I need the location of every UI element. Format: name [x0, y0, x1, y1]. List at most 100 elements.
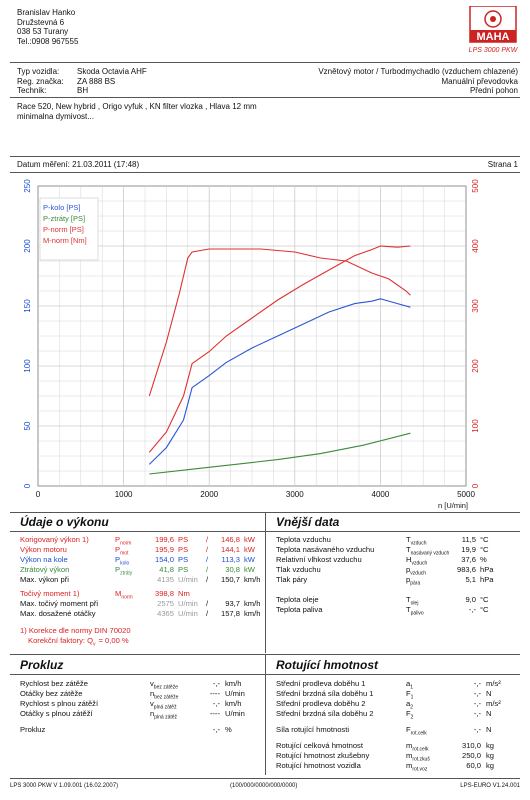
row-symbol: Pnorm — [115, 535, 150, 549]
notes: Race 520, New hybrid , Origo vyfuk , KN … — [17, 102, 257, 121]
data-row: Teplota oleje Tolej 9,0 °C — [276, 595, 516, 607]
x-tick-label: 0 — [36, 490, 41, 499]
row-symbol: vplná zátěž — [150, 699, 177, 713]
performance-row: Korigovaný výkon 1) Pnorm 199,6 PS / 146,8 kW — [20, 535, 255, 547]
value-1: 4365 — [157, 609, 174, 618]
performance-row: Výkon motoru Pmot 195,9 PS / 144,1 kW — [20, 545, 255, 557]
row-label: Střední brzdná síla doběhu 1 — [276, 689, 374, 698]
row-value: -,- — [212, 679, 220, 688]
row-unit: N — [486, 725, 492, 734]
unit-2: kW — [244, 545, 255, 554]
performance-row: Výkon na kole Pkolo 154,0 PS / 113,3 kW — [20, 555, 255, 567]
data-row: Relativní vlhkost vzduchu Hvzduch 37,6% — [276, 555, 516, 567]
series-line-1 — [148, 298, 411, 465]
separator: / — [206, 565, 209, 574]
row-symbol: ppára — [406, 575, 420, 589]
y-left-tick-label: 250 — [23, 179, 32, 193]
value-2: 144,1 — [220, 545, 240, 554]
unit-2: kW — [244, 555, 255, 564]
row-label: Max. točivý moment při — [20, 599, 99, 608]
row-label: Teplota vzduchu — [276, 535, 331, 544]
row-symbol: F2 — [406, 709, 413, 723]
page-number: Strana 1 — [487, 160, 518, 169]
value-1: 154,0 — [154, 555, 174, 564]
separator: / — [206, 555, 209, 564]
row-symbol: F1 — [406, 689, 413, 703]
unit-2: km/h — [244, 599, 261, 608]
row-value: 5,1 — [465, 575, 476, 584]
legend-entry: P-ztráty [PS] — [43, 214, 85, 223]
section-performance: Údaje o výkonu Korigovaný výkon 1) Pnorm 1… — [10, 513, 266, 653]
value-1: 41,8 — [159, 565, 174, 574]
row-unit: °C — [480, 535, 489, 544]
section-title: Vnější data — [276, 515, 340, 529]
row-label: Síla rotující hmotnosti — [276, 725, 350, 734]
series-line-3 — [148, 245, 411, 453]
data-row: Střední brzdná síla doběhu 1 F1 -,- N — [276, 689, 516, 701]
value-2: 113,3 — [221, 555, 240, 564]
row-label: Rotující hmotnost vozidla — [276, 761, 361, 770]
row-unit: m/s² — [486, 679, 501, 688]
symbol-sub: vzduch — [410, 570, 427, 577]
symbol-sub: bez zátěže — [154, 694, 179, 701]
row-unit: km/h — [225, 679, 242, 688]
row-symbol: a2 — [406, 699, 413, 713]
row-symbol: vbez zátěže — [150, 679, 178, 693]
measurement-date: Datum měření: 21.03.2011 (17:48) — [17, 160, 140, 169]
engine-info: Vznětový motor / Turbodmychadlo (vzduche… — [318, 67, 518, 96]
row-symbol: Frot.celk — [406, 725, 427, 739]
logo-text: MAHA — [477, 31, 510, 43]
row-value: 60,0 — [466, 761, 481, 770]
symbol-main: m — [406, 751, 413, 760]
data-row: Rotující hmotnost zkušebny mrot.zkuš 250,0… — [276, 751, 516, 763]
row-label: Teplota oleje — [276, 595, 319, 604]
row-label: Střední prodleva doběhu 1 — [276, 679, 366, 688]
row-symbol: mrot.zkuš — [406, 751, 430, 765]
row-unit: hPa — [480, 565, 494, 574]
symbol-sub: bez zátěže — [153, 684, 178, 691]
unit-1: PS — [178, 545, 189, 554]
row-label: Točivý moment 1) — [20, 589, 80, 598]
data-row: Tlak vzduchu pvzduch 983,6 hPa — [276, 565, 516, 577]
x-tick-label: 2000 — [200, 490, 218, 499]
row-value: -,- — [473, 709, 481, 718]
symbol-sub: ztráty — [120, 570, 133, 577]
value-1: 4135 — [157, 575, 174, 584]
section-title: Rotující hmotnost — [276, 658, 378, 672]
data-row: Střední prodleva doběhu 2 a2 -,- m/s² — [276, 699, 516, 711]
row-unit: m/s² — [486, 699, 501, 708]
vehicle-label: Reg. značka: — [17, 76, 64, 86]
section-prokluz: Prokluz Rychlost bez zátěže vbez zátěže -,… — [10, 655, 266, 775]
row-unit: % — [225, 725, 232, 734]
unit-2 — [232, 589, 236, 598]
row-label: Max. výkon při — [20, 575, 69, 584]
row-label: Otáčky bez zátěže — [20, 689, 83, 698]
value-1: 2575 — [157, 599, 174, 608]
data-row: Teplota paliva Tpalivo -,- °C — [276, 605, 516, 617]
series-line-2 — [149, 432, 411, 475]
row-symbol: Tnasávaný vzduch — [406, 545, 449, 559]
row-label: Rotující celková hmotnost — [276, 741, 363, 750]
unit-2: kW — [244, 565, 255, 574]
footer-right: LPS-EURO V1.24.001 — [460, 783, 520, 789]
y-left-tick-label: 0 — [23, 483, 32, 488]
legend-box — [39, 197, 99, 261]
symbol-main: P — [115, 545, 121, 554]
owner-line: Družstevná 6 — [17, 17, 65, 27]
unit-1: U/min — [178, 575, 198, 584]
row-value: -,- — [473, 725, 481, 734]
data-row: Rotující celková hmotnost mrot.celk 310,0 k… — [276, 741, 516, 753]
norm-factor: Korekční faktory: Qv = 0,00 % — [28, 636, 129, 648]
row-value: 250,0 — [461, 751, 481, 760]
y-right-tick-label: 0 — [471, 483, 480, 488]
performance-row: Max. točivý moment při 2575 U/min / 93,7 km/h — [20, 599, 260, 609]
y-right-tick-label: 200 — [471, 359, 480, 373]
legend-entry: P-kolo [PS] — [43, 203, 81, 212]
norm-factor-sub: v — [93, 641, 96, 648]
section-title: Údaje o výkonu — [20, 515, 109, 529]
y-left-tick-label: 150 — [23, 299, 32, 313]
separator: / — [206, 535, 209, 544]
row-symbol: Pmot — [115, 545, 150, 559]
x-tick-label: 1000 — [115, 490, 133, 499]
symbol-sub: rot.voz — [412, 766, 428, 773]
